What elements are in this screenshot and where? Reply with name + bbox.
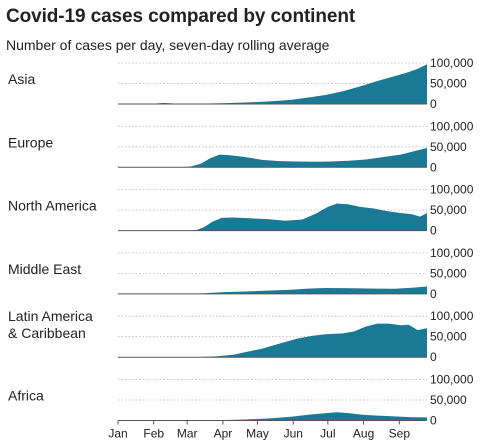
y-tick-label-middle-east-0: 0: [430, 287, 437, 301]
y-tick-label-africa-50000: 50,000: [430, 393, 467, 407]
y-tick-label-asia-50000: 50,000: [430, 77, 467, 91]
x-tick-label-sep: Sep: [389, 427, 411, 441]
panel-label-africa: Africa: [8, 388, 44, 404]
y-tick-label-africa-100000: 100,000: [430, 373, 474, 387]
y-tick-label-asia-0: 0: [430, 97, 437, 111]
y-tick-label-latin-america-and-caribbean-0: 0: [430, 350, 437, 364]
panel-label-line-latin-america-and-caribbean-2: & Caribbean: [8, 325, 86, 341]
area-africa: [118, 412, 427, 421]
x-tick-label-jan: Jan: [108, 427, 127, 441]
y-tick-label-north-america-100000: 100,000: [430, 183, 474, 197]
panel-africa: 0 50,000 100,000 Africa: [8, 373, 474, 428]
panel-north-america: 0 50,000 100,000 North America: [8, 183, 474, 238]
chart-subtitle: Number of cases per day, seven-day rolli…: [6, 37, 330, 53]
area-middle-east: [118, 286, 427, 294]
y-tick-label-europe-0: 0: [430, 160, 437, 174]
area-europe: [118, 148, 427, 168]
y-tick-label-asia-100000: 100,000: [430, 56, 474, 70]
y-tick-label-latin-america-and-caribbean-100000: 100,000: [430, 309, 474, 323]
y-tick-label-europe-100000: 100,000: [430, 119, 474, 133]
panel-label-latin-america-and-caribbean: Latin America & Caribbean: [8, 308, 93, 341]
chart-title: Covid-19 cases compared by continent: [6, 6, 356, 27]
x-tick-label-apr: Apr: [214, 427, 233, 441]
panel-latin-america-and-caribbean: 0 50,000 100,000 Latin America & Caribbean: [8, 308, 474, 364]
y-tick-label-latin-america-and-caribbean-50000: 50,000: [430, 330, 467, 344]
x-tick-label-may: May: [246, 427, 269, 441]
panel-label-north-america: North America: [8, 198, 97, 214]
x-tick-label-jun: Jun: [284, 427, 303, 441]
panel-label-asia: Asia: [8, 71, 35, 87]
x-tick-label-aug: Aug: [353, 427, 374, 441]
y-tick-label-middle-east-100000: 100,000: [430, 246, 474, 260]
panel-label-line-middle-east-1: Middle East: [8, 261, 81, 277]
x-tick-label-mar: Mar: [177, 427, 198, 441]
y-tick-label-europe-50000: 50,000: [430, 140, 467, 154]
x-tick-label-feb: Feb: [143, 427, 164, 441]
x-axis: Jan Feb Mar Apr May Jun Jul Aug Sep: [108, 420, 411, 441]
y-tick-label-north-america-50000: 50,000: [430, 203, 467, 217]
panel-europe: 0 50,000 100,000 Europe: [8, 119, 474, 174]
panel-label-middle-east: Middle East: [8, 261, 81, 277]
panel-asia: 0 50,000 100,000 Asia: [8, 56, 474, 111]
panel-label-line-north-america-1: North America: [8, 198, 97, 214]
x-tick-label-jul: Jul: [320, 427, 335, 441]
y-tick-label-africa-0: 0: [430, 414, 437, 428]
area-north-america: [118, 203, 427, 231]
panel-label-line-latin-america-and-caribbean-1: Latin America: [8, 308, 93, 324]
panel-label-line-africa-1: Africa: [8, 388, 44, 404]
panel-label-line-europe-1: Europe: [8, 134, 53, 150]
area-latin-america-and-caribbean: [118, 323, 427, 358]
panel-label-europe: Europe: [8, 134, 53, 150]
y-tick-label-middle-east-50000: 50,000: [430, 266, 467, 280]
panel-middle-east: 0 50,000 100,000 Middle East: [8, 246, 474, 301]
area-asia: [118, 64, 427, 104]
panel-label-line-asia-1: Asia: [8, 71, 35, 87]
y-tick-label-north-america-0: 0: [430, 224, 437, 238]
